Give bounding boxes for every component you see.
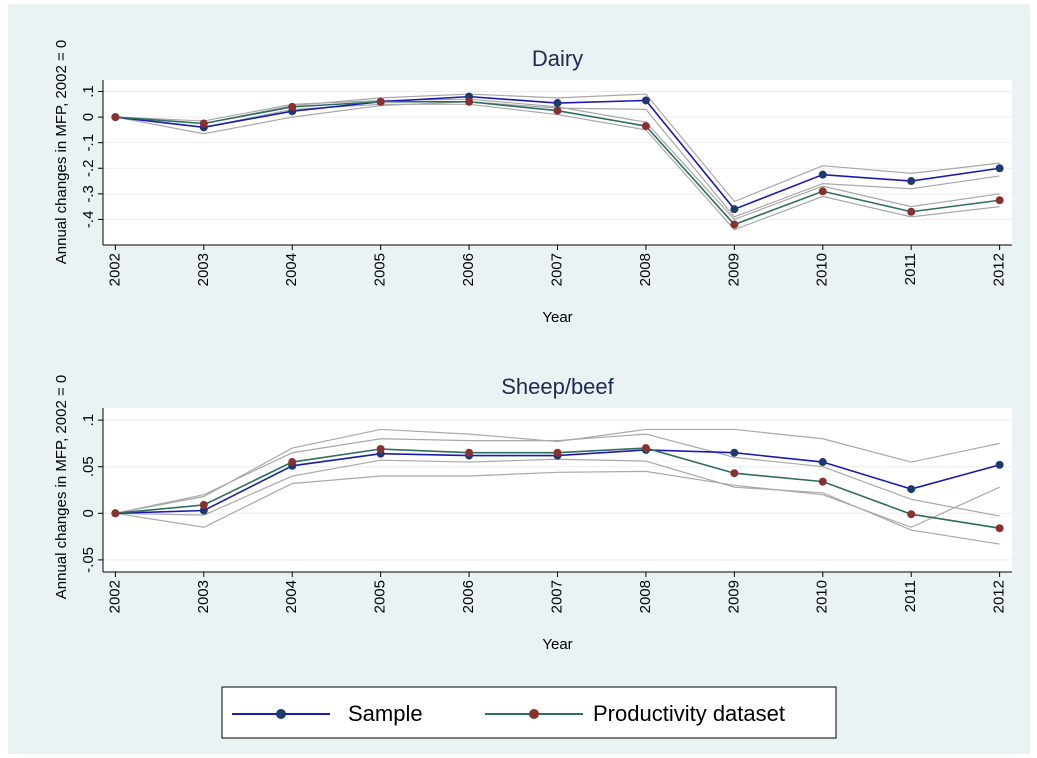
interval-line (115, 428, 1000, 514)
x-tick-label: 2006 (460, 253, 477, 286)
marker (111, 113, 120, 122)
marker (465, 448, 474, 457)
marker (199, 500, 208, 509)
legend-label: Sample (348, 701, 423, 726)
marker (553, 106, 562, 115)
x-tick-label: 2005 (372, 580, 389, 613)
marker (995, 196, 1004, 205)
x-tick-label: 2006 (460, 580, 477, 613)
marker (288, 102, 297, 111)
x-axis-label: Year (542, 636, 572, 653)
y-tick-label: .05 (80, 456, 97, 477)
x-tick-label: 2009 (725, 580, 742, 613)
y-tick-label: .1 (80, 414, 97, 427)
marker (818, 187, 827, 196)
chart-title: Dairy (532, 46, 583, 71)
marker (376, 445, 385, 453)
marker (818, 477, 827, 486)
x-tick-label: 2011 (902, 253, 919, 285)
marker (288, 458, 297, 467)
y-tick-label: -.2 (80, 159, 97, 177)
marker (465, 97, 474, 106)
legend-marker (276, 709, 286, 719)
y-tick-label: -.05 (80, 547, 97, 573)
y-tick-label: 0 (80, 113, 97, 121)
marker (818, 170, 827, 179)
y-tick-label: .1 (80, 85, 97, 98)
marker (553, 99, 562, 108)
y-axis-label: Annual changes in MFP, 2002 = 0 (53, 40, 70, 264)
y-tick-label: 0 (80, 509, 97, 517)
x-tick-label: 2005 (372, 253, 389, 286)
x-tick-label: 2007 (548, 580, 565, 613)
x-tick-label: 2002 (106, 580, 123, 613)
marker (907, 510, 916, 519)
marker (111, 509, 120, 518)
y-axis-label: Annual changes in MFP, 2002 = 0 (53, 375, 70, 599)
x-tick-label: 2012 (991, 253, 1008, 286)
chart-title: Sheep/beef (501, 374, 614, 399)
x-tick-label: 2008 (637, 580, 654, 613)
marker (199, 119, 208, 128)
interval-line (115, 93, 1000, 203)
marker (376, 97, 385, 106)
marker (730, 220, 739, 229)
marker (907, 207, 916, 216)
x-tick-label: 2004 (283, 253, 300, 286)
marker (199, 506, 208, 515)
marker (641, 122, 650, 131)
marker (641, 444, 650, 453)
marker (553, 448, 562, 457)
x-tick-label: 2003 (195, 253, 212, 286)
marker (995, 524, 1004, 533)
x-axis-label: Year (542, 309, 572, 326)
interval-line (115, 433, 1000, 517)
x-tick-label: 2004 (283, 580, 300, 613)
marker (730, 205, 739, 214)
marker (907, 485, 916, 494)
marker (995, 164, 1004, 173)
x-tick-label: 2007 (548, 253, 565, 286)
legend-marker (529, 709, 539, 719)
y-tick-label: -.1 (80, 134, 97, 152)
marker (907, 177, 916, 186)
x-tick-label: 2002 (106, 253, 123, 286)
marker (995, 460, 1004, 469)
legend-label: Productivity dataset (593, 701, 785, 726)
marker (641, 96, 650, 105)
x-tick-label: 2008 (637, 253, 654, 286)
marker (818, 458, 827, 467)
x-tick-label: 2010 (814, 253, 831, 286)
x-tick-label: 2003 (195, 580, 212, 613)
x-tick-label: 2010 (814, 580, 831, 613)
marker (730, 448, 739, 457)
x-tick-label: 2012 (991, 580, 1008, 613)
plot-area (103, 408, 1012, 572)
marker (730, 469, 739, 478)
y-tick-label: -.4 (80, 211, 97, 229)
x-tick-label: 2009 (725, 253, 742, 286)
legend-box (221, 686, 837, 739)
x-tick-label: 2011 (902, 580, 919, 612)
y-tick-label: -.3 (80, 185, 97, 203)
